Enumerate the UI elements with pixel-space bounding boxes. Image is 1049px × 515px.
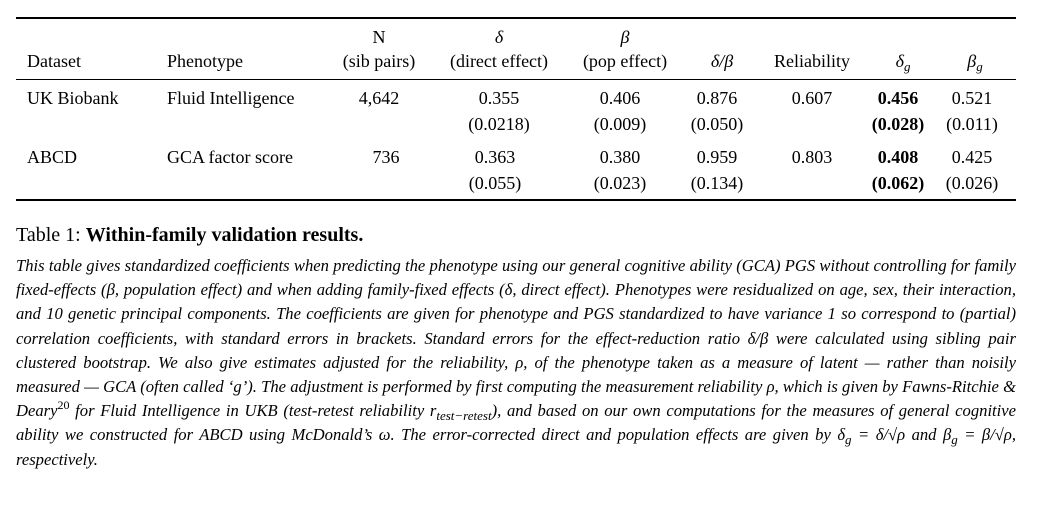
header-n: N [372, 27, 386, 47]
header-beta-desc: (pop effect) [582, 51, 668, 71]
header-beta: β [620, 27, 630, 47]
header-delta-g: δg [895, 51, 911, 74]
row2-ratio-se: (0.134) [690, 173, 744, 193]
table-header-rule [16, 79, 1016, 80]
row1-delta-g: 0.456 [877, 88, 919, 108]
header-dataset: Dataset [27, 51, 81, 71]
caption-title: Table 1: Within-family validation result… [16, 224, 363, 247]
header-n-sub: (sib pairs) [342, 51, 416, 71]
row1-delta-se: (0.0218) [468, 114, 530, 134]
caption-label: Table 1: [16, 224, 86, 246]
caption-heading: Within-family validation results. [85, 224, 364, 246]
row2-phenotype: GCA factor score [167, 147, 293, 167]
header-ratio: δ/β [710, 51, 734, 71]
header-phenotype: Phenotype [167, 51, 243, 71]
row1-n: 4,642 [358, 88, 400, 108]
header-delta-desc: (direct effect) [449, 51, 549, 71]
row1-beta-g-se: (0.011) [946, 114, 998, 134]
row2-n: 736 [372, 147, 400, 167]
row1-phenotype: Fluid Intelligence [167, 88, 295, 108]
row2-dataset: ABCD [27, 147, 78, 167]
row2-delta-g-se: (0.062) [871, 173, 925, 193]
row1-ratio-se: (0.050) [690, 114, 744, 134]
row1-reliability: 0.607 [791, 88, 833, 108]
row2-ratio: 0.959 [696, 147, 738, 167]
header-delta: δ [494, 27, 504, 47]
row1-delta-g-se: (0.028) [871, 114, 925, 134]
header-reliability: Reliability [774, 51, 850, 71]
header-beta-g: βg [967, 51, 983, 74]
caption-body: This table gives standardized coefficien… [16, 256, 1016, 469]
row2-delta-se: (0.055) [468, 173, 522, 193]
row2-beta-g: 0.425 [951, 147, 993, 167]
row1-delta: 0.355 [478, 88, 520, 108]
row2-beta-g-se: (0.026) [945, 173, 999, 193]
row1-dataset: UK Biobank [27, 88, 119, 108]
row1-beta-se: (0.009) [593, 114, 647, 134]
row2-beta-se: (0.023) [593, 173, 647, 193]
row1-beta-g: 0.521 [951, 88, 993, 108]
row1-beta: 0.406 [599, 88, 641, 108]
table-bottom-rule [16, 199, 1016, 201]
row2-reliability: 0.803 [791, 147, 833, 167]
row2-beta: 0.380 [599, 147, 641, 167]
row1-ratio: 0.876 [696, 88, 738, 108]
table-top-rule [16, 17, 1016, 19]
row2-delta: 0.363 [474, 147, 516, 167]
row2-delta-g: 0.408 [877, 147, 919, 167]
